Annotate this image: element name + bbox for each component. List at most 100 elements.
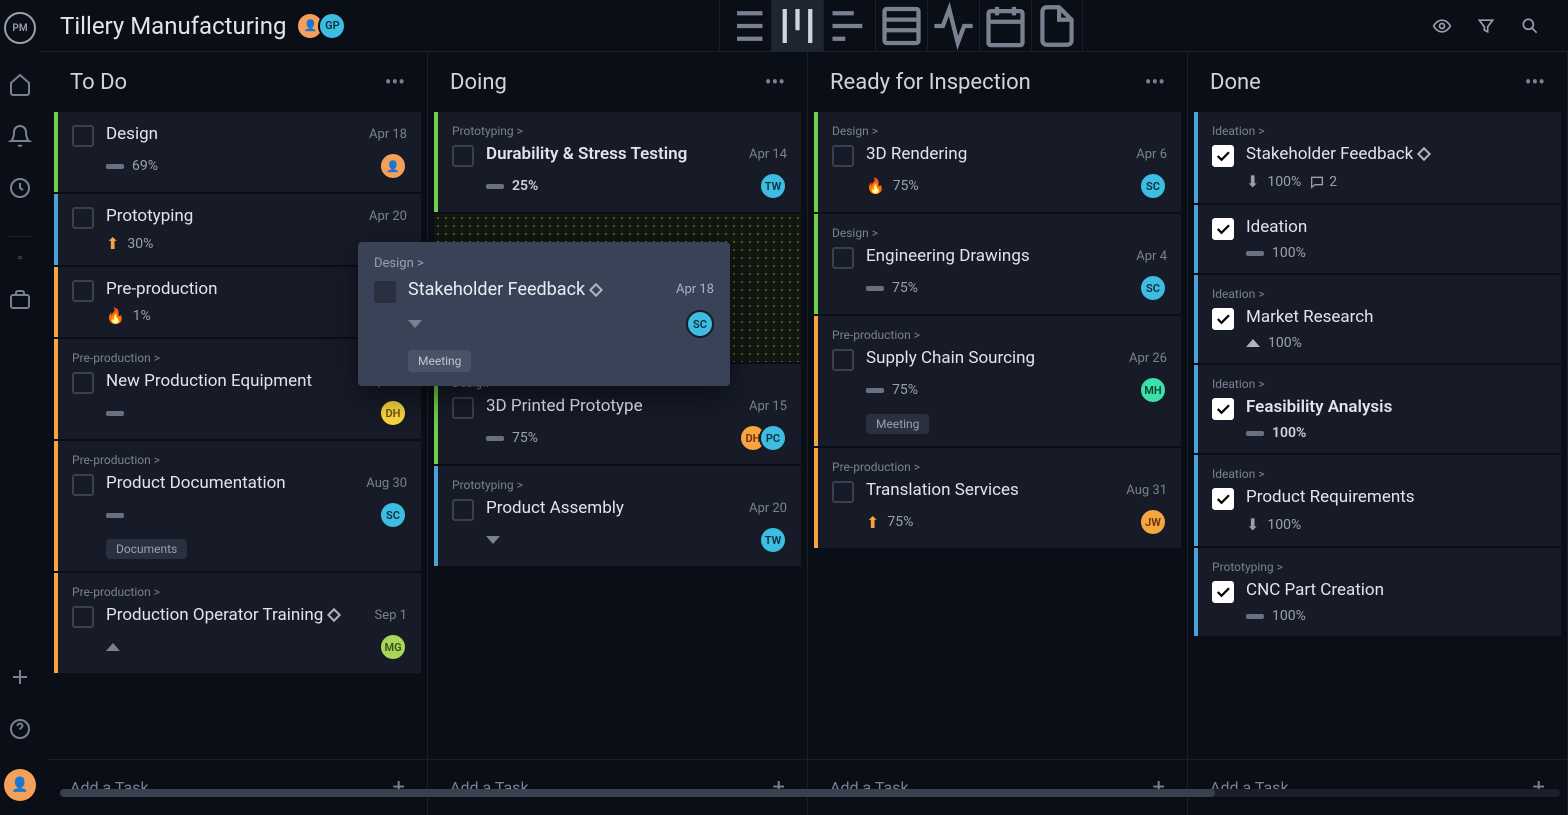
priority-none-icon [866, 388, 884, 393]
board-view-icon[interactable] [771, 0, 823, 52]
priority-high-icon: ⬆ [866, 513, 879, 532]
search-icon[interactable] [1520, 14, 1540, 38]
assignee-avatar[interactable]: DH [379, 399, 407, 427]
card-checkbox[interactable] [832, 349, 854, 371]
kanban-card[interactable]: Ideation > Product Requirements ⬇100% [1194, 455, 1561, 546]
priority-icon [106, 643, 120, 651]
kanban-card[interactable]: Design Apr 18 69% 👤 [54, 112, 421, 192]
card-checkbox[interactable] [832, 481, 854, 503]
card-checkbox[interactable] [832, 145, 854, 167]
assignee-avatar[interactable]: SC [686, 310, 714, 338]
assignee-avatar[interactable]: MG [379, 633, 407, 661]
card-title: Product Documentation [106, 473, 286, 493]
assignee-avatar[interactable]: TW [759, 172, 787, 200]
kanban-card[interactable]: Ideation > Stakeholder Feedback ⬇100%2 [1194, 112, 1561, 203]
user-avatar[interactable]: 👤 [4, 769, 36, 801]
visibility-icon[interactable] [1432, 14, 1452, 38]
kanban-card[interactable]: Pre-production > Translation Services Au… [814, 448, 1181, 548]
card-checkbox[interactable] [452, 145, 474, 167]
activity-view-icon[interactable] [927, 0, 979, 52]
scrollbar[interactable] [60, 789, 1560, 797]
card-checkbox[interactable] [72, 207, 94, 229]
kanban-card[interactable]: Pre-production > Product Documentation A… [54, 441, 421, 571]
kanban-card[interactable]: Design > Engineering Drawings Apr 4 75% … [814, 214, 1181, 314]
kanban-board: To Do ••• Design Apr 18 69% 👤 [40, 52, 1568, 815]
avatar-group[interactable]: 👤GP [302, 12, 346, 40]
card-checkbox[interactable] [72, 474, 94, 496]
card-title: Product Assembly [486, 498, 624, 518]
filter-icon[interactable] [1476, 14, 1496, 38]
kanban-card[interactable]: Ideation 100% [1194, 205, 1561, 273]
assignee-avatar[interactable]: SC [1139, 172, 1167, 200]
card-breadcrumb: Ideation > [1212, 124, 1547, 138]
assignee-avatar[interactable]: PC [759, 424, 787, 452]
kanban-card[interactable]: Prototyping > Durability & Stress Testin… [434, 112, 801, 212]
card-checkbox[interactable] [1212, 145, 1234, 167]
kanban-card[interactable]: Ideation > Market Research 100% [1194, 275, 1561, 363]
kanban-card[interactable]: Prototyping > Product Assembly Apr 20 TW [434, 466, 801, 566]
card-breadcrumb: Ideation > [1212, 287, 1547, 301]
kanban-column: To Do ••• Design Apr 18 69% 👤 [48, 52, 428, 815]
calendar-view-icon[interactable] [979, 0, 1031, 52]
card-checkbox[interactable] [72, 606, 94, 628]
member-avatar[interactable]: GP [318, 12, 346, 40]
files-view-icon[interactable] [1031, 0, 1083, 52]
progress-text: 100% [1272, 608, 1306, 624]
logo[interactable]: PM [4, 12, 36, 44]
list-view-icon[interactable] [719, 0, 771, 52]
card-date: Aug 30 [366, 476, 407, 491]
card-checkbox[interactable] [1212, 308, 1234, 330]
assignee-avatar[interactable]: JW [1139, 508, 1167, 536]
help-icon[interactable] [8, 717, 32, 741]
add-task-button[interactable]: Add a Task + [1188, 759, 1567, 815]
card-breadcrumb: Design > [374, 256, 714, 271]
comment-count[interactable]: 2 [1309, 174, 1337, 190]
card-checkbox[interactable] [452, 397, 474, 419]
card-title: 3D Printed Prototype [486, 396, 643, 416]
column-menu-icon[interactable]: ••• [1145, 70, 1165, 94]
briefcase-icon[interactable] [8, 288, 32, 312]
assignee-avatar[interactable]: TW [759, 526, 787, 554]
card-checkbox[interactable] [374, 281, 396, 303]
card-date: Apr 6 [1136, 147, 1167, 162]
column-menu-icon[interactable]: ••• [385, 70, 405, 94]
card-checkbox[interactable] [1212, 581, 1234, 603]
assignee-avatar[interactable]: MH [1139, 376, 1167, 404]
card-breadcrumb: Ideation > [1212, 467, 1547, 481]
kanban-card[interactable]: Pre-production > Supply Chain Sourcing A… [814, 316, 1181, 446]
home-icon[interactable] [8, 72, 32, 96]
column-menu-icon[interactable]: ••• [765, 70, 785, 94]
card-checkbox[interactable] [1212, 218, 1234, 240]
assignee-avatar[interactable]: 👤 [379, 152, 407, 180]
card-title: Production Operator Training [106, 605, 339, 625]
dragging-card[interactable]: Design > Stakeholder Feedback Apr 18 SC … [358, 242, 730, 386]
add-task-button[interactable]: Add a Task + [428, 759, 807, 815]
priority-none-icon [1246, 431, 1264, 436]
clock-icon[interactable] [8, 176, 32, 200]
progress-text: 100% [1268, 335, 1302, 351]
column-menu-icon[interactable]: ••• [1525, 70, 1545, 94]
card-checkbox[interactable] [72, 280, 94, 302]
bell-icon[interactable] [8, 124, 32, 148]
kanban-card[interactable]: Ideation > Feasibility Analysis 100% [1194, 365, 1561, 453]
card-title: Supply Chain Sourcing [866, 348, 1035, 368]
plus-icon[interactable] [8, 665, 32, 689]
sheet-view-icon[interactable] [875, 0, 927, 52]
priority-high-icon: ⬆ [106, 234, 119, 253]
assignee-avatar[interactable]: SC [1139, 274, 1167, 302]
card-checkbox[interactable] [1212, 398, 1234, 420]
card-title: Pre-production [106, 279, 218, 299]
team-icon[interactable] [8, 236, 32, 260]
assignee-avatar[interactable]: SC [379, 501, 407, 529]
card-checkbox[interactable] [72, 125, 94, 147]
card-checkbox[interactable] [832, 247, 854, 269]
kanban-card[interactable]: Design > 3D Rendering Apr 6 🔥75% SC [814, 112, 1181, 212]
gantt-view-icon[interactable] [823, 0, 875, 52]
kanban-card[interactable]: Pre-production > Production Operator Tra… [54, 573, 421, 673]
card-checkbox[interactable] [72, 372, 94, 394]
add-task-button[interactable]: Add a Task + [808, 759, 1187, 815]
kanban-card[interactable]: Prototyping > CNC Part Creation 100% [1194, 548, 1561, 636]
add-task-button[interactable]: Add a Task + [48, 759, 427, 815]
card-checkbox[interactable] [452, 499, 474, 521]
card-checkbox[interactable] [1212, 488, 1234, 510]
